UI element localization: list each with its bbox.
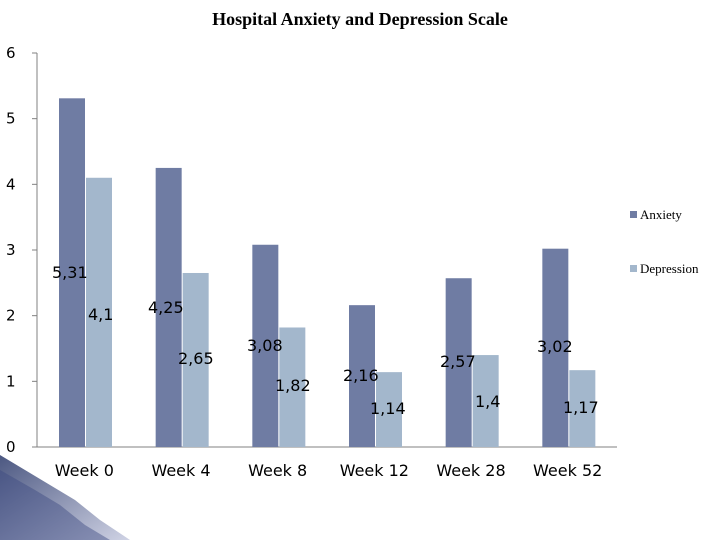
y-ticks: 0 1 2 3 4 5 6: [6, 44, 37, 456]
corner-decoration: [0, 455, 130, 540]
y-tick-label: 4: [6, 175, 16, 193]
bar-anxiety-week-8: [252, 244, 279, 447]
chart-title: Hospital Anxiety and Depression Scale: [212, 9, 508, 29]
x-tick-label: Week 0: [55, 461, 114, 480]
data-label-depression: 2,65: [178, 349, 214, 368]
x-tick-label: Week 52: [533, 461, 602, 480]
y-tick-label: 0: [6, 438, 16, 456]
axes: [36, 53, 617, 448]
legend-swatch-depression: [630, 265, 637, 272]
bar-anxiety-week-52: [542, 248, 569, 447]
x-tick-label: Week 8: [248, 461, 307, 480]
bar-anxiety-week-12: [349, 305, 375, 447]
data-label-depression: 1,82: [275, 376, 311, 395]
data-label-depression: 1,4: [475, 392, 500, 411]
bar-anxiety-week-4: [155, 167, 182, 447]
legend-swatch-anxiety: [630, 211, 637, 218]
data-label-anxiety: 3,02: [537, 337, 573, 356]
data-label-anxiety: 2,16: [343, 366, 379, 385]
bar-depression-week-28: [472, 355, 499, 447]
data-label-anxiety: 2,57: [440, 352, 476, 371]
y-tick-label: 5: [6, 110, 16, 128]
bar-depression-week-8: [279, 327, 306, 447]
bar-anxiety-week-28: [445, 278, 472, 447]
data-label-anxiety: 4,25: [148, 298, 184, 317]
bar-depression-week-52: [569, 370, 596, 447]
data-label-anxiety: 3,08: [247, 336, 283, 355]
data-labels: 5,31 4,25 3,08 2,16 2,57 3,02 4,1 2,65 1,82 1,14 1…: [52, 263, 599, 418]
x-ticks: Week 0 Week 4 Week 8 Week 12 Week 28 Week 52: [55, 461, 603, 480]
x-tick-label: Week 4: [151, 461, 210, 480]
bar-anxiety-week-0: [59, 98, 85, 447]
y-tick-label: 2: [6, 307, 16, 325]
data-label-depression: 1,14: [370, 399, 406, 418]
legend-label-anxiety: Anxiety: [640, 207, 682, 222]
data-label-anxiety: 5,31: [52, 263, 88, 282]
y-tick-label: 6: [6, 44, 16, 62]
x-tick-label: Week 28: [436, 461, 505, 480]
y-tick-label: 3: [6, 241, 16, 259]
bar-depression-week-4: [182, 272, 209, 447]
x-tick-label: Week 12: [340, 461, 409, 480]
bar-depression-week-0: [86, 177, 112, 447]
legend: Anxiety Depression: [630, 207, 699, 276]
y-tick-label: 1: [6, 372, 16, 390]
bars: [59, 98, 596, 447]
data-label-depression: 4,1: [88, 305, 113, 324]
bar-depression-week-12: [376, 372, 402, 447]
legend-label-depression: Depression: [640, 261, 699, 276]
data-label-depression: 1,17: [563, 398, 599, 417]
